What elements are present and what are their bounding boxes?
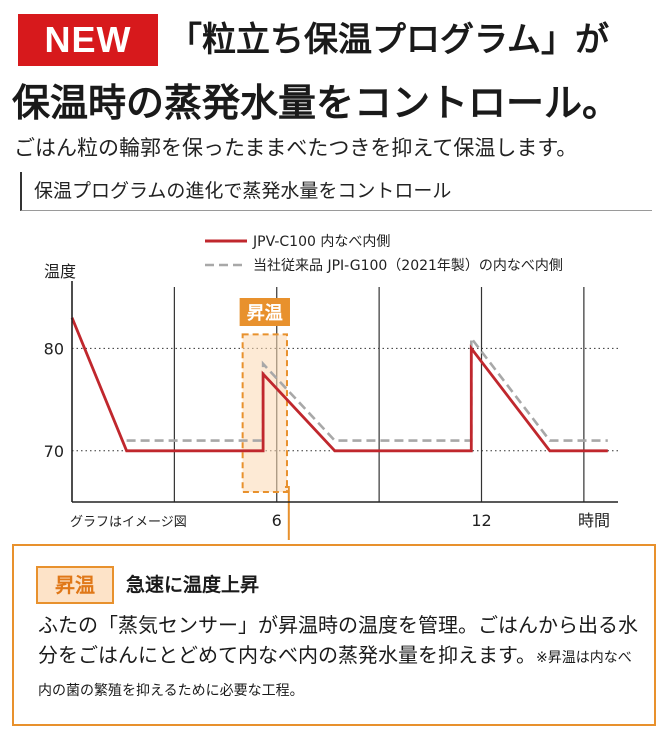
series-line-2 xyxy=(126,334,608,442)
headline-line-2: 保温時の蒸発水量をコントロール。 xyxy=(12,80,621,125)
callout-note: ※昇温は内なべ内の菌の繁殖を抑えるために必要な工程。 xyxy=(38,650,632,699)
callout-connector xyxy=(284,486,290,540)
section-header: 保温プログラムの進化で蒸発水量をコントロール xyxy=(20,172,652,211)
callout-box: 昇温 急速に温度上昇 ふたの「蒸気センサー」が昇温時の温度を管理。ごはんから出る… xyxy=(12,544,656,726)
lead-text: ごはん粒の輪郭を保ったままべたつきを抑えて保温します。 xyxy=(14,136,578,160)
callout-tag: 昇温 xyxy=(36,566,114,604)
y-axis-title: 温度 xyxy=(44,262,76,281)
callout-body-text: ふたの「蒸気センサー」が昇温時の温度を管理。ごはんから出る水分をごはんにとどめて… xyxy=(38,613,638,667)
heating-label-badge xyxy=(239,298,290,326)
legend-label-1: JPV-C100 内なべ内側 xyxy=(252,234,390,250)
x-axis-title: 時間 xyxy=(578,511,610,530)
chart-note: グラフはイメージ図 xyxy=(70,515,187,530)
headline-line-1: 「粒立ち保温プログラム」が xyxy=(168,20,609,60)
heating-highlight: 昇温 xyxy=(239,298,290,540)
x-tick-label: 12 xyxy=(471,511,491,530)
heating-label: 昇温 xyxy=(247,303,283,324)
new-badge: NEW xyxy=(18,14,158,66)
chart-series xyxy=(70,317,608,453)
heating-highlight-box xyxy=(241,333,288,493)
section-title: 保温プログラムの進化で蒸発水量をコントロール xyxy=(34,180,452,202)
callout-body: ふたの「蒸気センサー」が昇温時の温度を管理。ごはんから出る水分をごはんにとどめて… xyxy=(38,610,638,706)
y-tick-label: 80 xyxy=(44,339,64,358)
legend-label-2: 当社従来品 JPI-G100（2021年製）の内なべ内側 xyxy=(253,258,563,274)
callout-heading: 急速に温度上昇 xyxy=(126,574,260,596)
y-tick-label: 70 xyxy=(44,442,64,461)
x-tick-label: 6 xyxy=(272,511,282,530)
series-line-1 xyxy=(70,317,608,453)
chart-grid xyxy=(72,287,618,502)
